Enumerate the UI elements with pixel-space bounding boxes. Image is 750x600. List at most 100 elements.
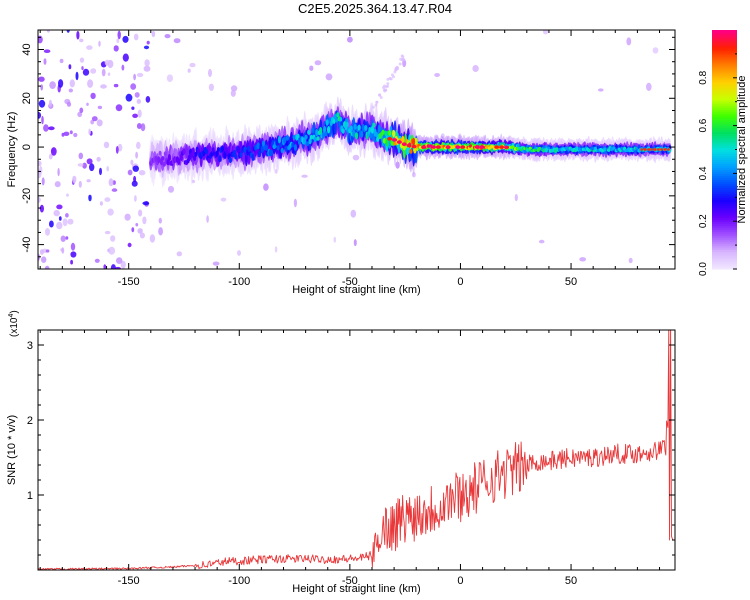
colorbar-segment [712, 37, 737, 41]
signal-band [182, 148, 186, 155]
noise-blob [347, 36, 353, 43]
colorbar-segment [712, 83, 737, 87]
colorbar-segment [712, 251, 737, 254]
noise-blob [133, 73, 137, 81]
noise-blob [401, 55, 405, 59]
noise-blob [66, 193, 69, 197]
colorbar-segment [712, 177, 737, 180]
colorbar-segment [712, 265, 737, 268]
noise-blob [131, 106, 135, 110]
y-tick-label: -20 [21, 188, 33, 204]
colorbar-segment [712, 155, 737, 159]
hot-spot [667, 148, 670, 151]
noise-blob [652, 47, 659, 54]
noise-blob [136, 123, 142, 129]
noise-blob [142, 216, 147, 225]
noise-blob [48, 99, 53, 108]
y-tick-label: 2 [27, 415, 33, 427]
noise-blob [135, 151, 139, 159]
colorbar-segment [712, 137, 737, 141]
colorbar-segment [712, 47, 737, 51]
noise-blob [143, 65, 151, 72]
noise-blob [149, 234, 156, 243]
noise-blob [646, 82, 652, 91]
noise-blob [375, 100, 379, 104]
colorbar-segment [712, 111, 737, 115]
colorbar-segment [712, 67, 737, 71]
noise-blob [107, 59, 114, 69]
hot-spot [455, 145, 461, 149]
colorbar-segment [712, 97, 737, 101]
noise-blob [122, 53, 129, 62]
noise-blob [131, 180, 138, 187]
signal-band [234, 154, 238, 160]
noise-blob [206, 215, 209, 223]
noise-blob [113, 45, 119, 52]
colorbar-segment [712, 41, 737, 45]
colorbar-segment [712, 215, 737, 218]
colorbar-segment [712, 261, 737, 264]
signal-band [325, 119, 329, 126]
noise-blob [110, 235, 116, 242]
colorbar-segment [712, 75, 737, 79]
noise-blob [56, 221, 63, 230]
colorbar-segment [712, 149, 737, 153]
noise-blob [57, 168, 60, 177]
noise-blob [86, 102, 89, 107]
hot-spot [435, 145, 441, 149]
colorbar-segment [712, 95, 737, 99]
noise-blob [173, 38, 181, 44]
hot-spot [663, 148, 667, 151]
noise-blob [139, 232, 145, 239]
noise-blob [113, 83, 119, 88]
signal-band [193, 155, 197, 161]
signal-band [370, 126, 374, 134]
noise-blob [132, 165, 139, 172]
noise-blob [144, 59, 150, 67]
noise-blob [325, 73, 333, 81]
colorbar-segment [712, 101, 737, 105]
noise-blob [143, 45, 150, 50]
noise-blob [131, 227, 135, 233]
noise-blob [401, 57, 405, 61]
noise-blob [395, 161, 400, 169]
signal-band [191, 147, 195, 156]
x-tick-label: -50 [342, 575, 358, 587]
noise-blob [542, 30, 549, 35]
colorbar-segment [712, 69, 737, 73]
colorbar-segment [712, 267, 737, 270]
noise-blob [101, 68, 106, 77]
x-tick-label: -50 [342, 276, 358, 288]
hot-spot [504, 145, 509, 150]
signal-band [469, 144, 473, 149]
colorbar-segment [712, 235, 737, 238]
signal-band [223, 151, 227, 159]
noise-blob [106, 166, 109, 172]
noise-blob [103, 264, 107, 269]
colorbar: 0.0 0.2 0.4 0.6 0.8 Normalized spectral ampli… [698, 30, 748, 276]
signal-band [228, 157, 232, 164]
colorbar-segment [712, 139, 737, 143]
colorbar-segment [712, 51, 737, 55]
colorbar-segment [712, 31, 737, 35]
colorbar-segment [712, 257, 737, 260]
noise-blob [395, 65, 399, 69]
colorbar-segment [712, 71, 737, 75]
noise-blob [434, 73, 440, 77]
noise-blob [86, 158, 93, 165]
colorbar-segment [712, 185, 737, 188]
colorbar-segment [712, 91, 737, 95]
noise-blob [79, 57, 85, 63]
signal-band [384, 130, 388, 136]
noise-blob [108, 178, 114, 187]
x-tick-label: -100 [228, 575, 250, 587]
chart-title: C2E5.2025.364.13.47.R04 [298, 1, 452, 16]
colorbar-segment [712, 227, 737, 230]
colorbar-segment [712, 123, 737, 127]
colorbar-segment [712, 135, 737, 139]
noise-blob [133, 33, 139, 41]
noise-blob [67, 218, 74, 225]
colorbar-segment [712, 207, 737, 210]
colorbar-segment [712, 79, 737, 83]
